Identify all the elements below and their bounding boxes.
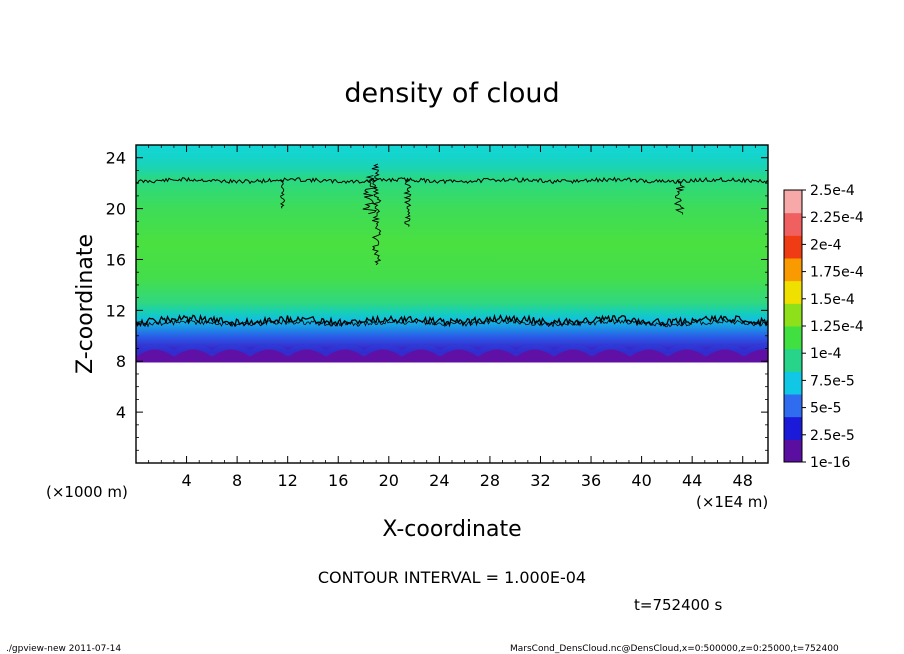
contour-line-upper: [136, 176, 768, 185]
footer-left: ./gpview-new 2011-07-14: [6, 644, 121, 654]
colorbar-label: 1.75e-4: [810, 265, 864, 281]
x-axis-ticks: 4 8 12 16 20 24 28 32 36 40 44 48: [148, 145, 756, 490]
x-tick-label: 8: [232, 471, 242, 490]
colorbar-label: 1e-16: [810, 455, 850, 471]
time-label: t=752400 s: [634, 596, 722, 614]
plot-area: [136, 145, 768, 363]
colorbar-swatch: [784, 326, 802, 350]
x-tick-label: 48: [733, 471, 753, 490]
contour-streak: [673, 178, 686, 215]
colorbar-swatch: [784, 416, 802, 440]
colorbar: 1e-16 2.5e-5 5e-5 7.5e-5 1e-4 1.25e-4 1.5e-4 1.…: [783, 183, 864, 471]
colorbar-label: 7.5e-5: [810, 373, 855, 389]
contour-streak: [371, 163, 382, 266]
y-axis-ticks: 4 8 12 16 20 24: [106, 149, 768, 451]
colorbar-label: 5e-5: [810, 401, 841, 417]
y-tick-label: 12: [106, 301, 126, 320]
colorbar-swatch: [784, 235, 802, 259]
y-tick-label: 24: [106, 149, 126, 168]
x-tick-label: 28: [480, 471, 500, 490]
x-tick-label: 12: [278, 471, 298, 490]
colorbar-label: 2.5e-4: [810, 183, 855, 199]
contour-streak: [403, 179, 412, 227]
x-axis-label: X-coordinate: [382, 517, 521, 542]
y-tick-label: 20: [106, 200, 126, 219]
colorbar-swatch: [784, 280, 802, 304]
x-tick-label: 16: [328, 471, 348, 490]
chart-title: density of cloud: [344, 78, 559, 109]
colorbar-label: 1.5e-4: [810, 292, 855, 308]
x-tick-label: 40: [631, 471, 651, 490]
colorbar-swatch: [784, 258, 802, 282]
colorbar-swatch: [784, 303, 802, 327]
contour-interval-label: CONTOUR INTERVAL = 1.000E-04: [318, 568, 586, 587]
footer-right: MarsCond_DensCloud.nc@DensCloud,x=0:5000…: [510, 644, 839, 654]
y-tick-label: 4: [116, 403, 126, 422]
colorbar-label: 1.25e-4: [810, 319, 864, 335]
colorbar-label: 2e-4: [810, 237, 842, 253]
colorbar-swatch: [784, 394, 802, 418]
colorbar-label: 2.5e-5: [810, 428, 855, 444]
colorbar-label: 1e-4: [810, 346, 842, 362]
x-unit-label: (×1E4 m): [696, 493, 768, 511]
colorbar-swatch: [784, 348, 802, 372]
x-tick-label: 24: [429, 471, 449, 490]
cloud-base-scallops: [136, 343, 768, 363]
colorbar-swatch: [784, 439, 802, 463]
colorbar-label: 2.25e-4: [810, 210, 864, 226]
x-tick-label: 32: [530, 471, 550, 490]
y-axis-label: Z-coordinate: [73, 234, 98, 374]
x-tick-label: 44: [682, 471, 702, 490]
y-unit-label: (×1000 m): [46, 483, 128, 501]
contour-lines: [136, 163, 768, 328]
y-tick-label: 8: [116, 352, 126, 371]
colorbar-swatch: [784, 371, 802, 395]
cloud-density-field: [136, 145, 768, 361]
x-tick-label: 20: [379, 471, 399, 490]
colorbar-swatch: [784, 190, 802, 214]
colorbar-swatch: [784, 212, 802, 236]
contour-streak: [362, 175, 378, 215]
cloud-base-purple-band: [136, 349, 768, 363]
y-tick-label: 16: [106, 250, 126, 269]
contour-streak: [280, 179, 286, 209]
contour-line-lower-secondary: [136, 318, 768, 328]
x-tick-label: 4: [181, 471, 191, 490]
x-tick-label: 36: [581, 471, 601, 490]
